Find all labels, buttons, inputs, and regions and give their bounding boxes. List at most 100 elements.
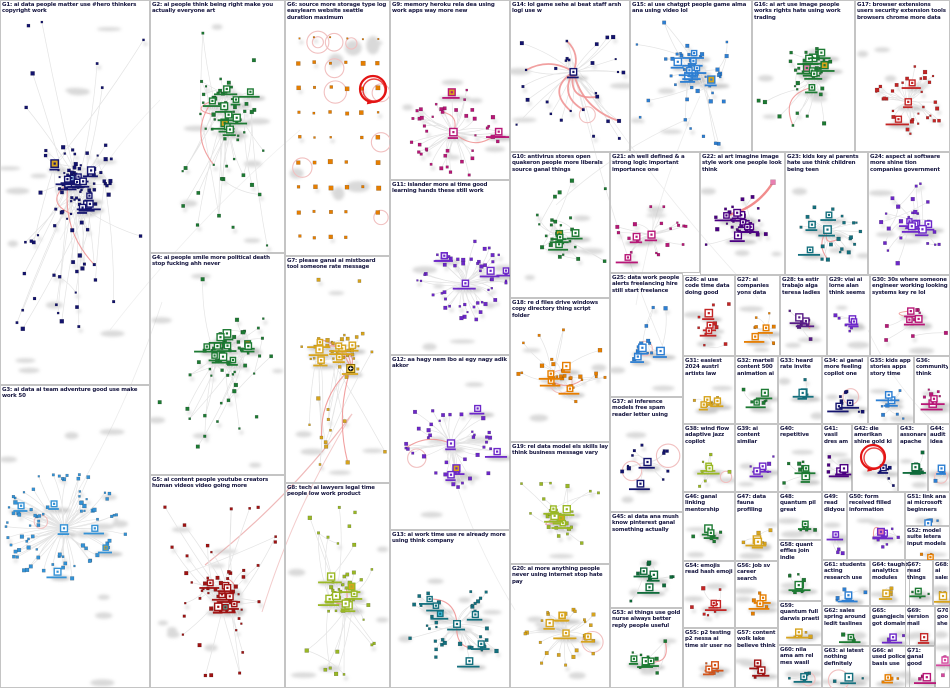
graph-node[interactable] <box>254 415 259 419</box>
graph-node[interactable] <box>426 436 430 440</box>
group-box-g51[interactable]: G51: link ana ai microsoft beginners <box>905 492 950 527</box>
graph-node[interactable] <box>426 428 431 433</box>
graph-node[interactable] <box>196 190 201 195</box>
graph-node[interactable] <box>328 666 332 670</box>
graph-node[interactable] <box>471 430 474 433</box>
graph-node[interactable] <box>15 321 19 325</box>
graph-node[interactable] <box>878 84 883 89</box>
graph-node[interactable] <box>882 96 887 101</box>
graph-node[interactable] <box>456 485 460 489</box>
graph-node[interactable] <box>203 413 207 418</box>
graph-node[interactable] <box>226 80 231 85</box>
graph-node[interactable] <box>92 263 96 267</box>
graph-node[interactable] <box>249 109 254 115</box>
graph-node[interactable] <box>569 216 573 220</box>
graph-node[interactable] <box>352 357 356 360</box>
group-box-g66[interactable]: G66: ai used police basis use being lab … <box>870 646 911 688</box>
graph-node[interactable] <box>635 43 639 46</box>
graph-node[interactable] <box>312 160 317 165</box>
graph-node[interactable] <box>714 215 718 220</box>
graph-node[interactable] <box>750 400 754 404</box>
graph-node[interactable] <box>798 467 803 472</box>
group-box-g18[interactable]: G18: re d files drive windows copy direc… <box>510 298 610 442</box>
graph-node[interactable] <box>860 409 865 414</box>
graph-node[interactable] <box>241 330 246 335</box>
graph-node[interactable] <box>93 278 98 282</box>
graph-node[interactable] <box>475 301 480 305</box>
graph-node[interactable] <box>762 99 768 105</box>
graph-node[interactable] <box>616 70 620 74</box>
graph-node[interactable] <box>92 507 97 513</box>
graph-node[interactable] <box>312 60 317 64</box>
graph-node[interactable] <box>17 512 22 517</box>
group-box-g71[interactable]: G71: ganal good work for knowledge bits <box>905 646 936 688</box>
graph-node[interactable] <box>922 75 927 80</box>
graph-node[interactable] <box>448 412 452 417</box>
graph-node[interactable] <box>219 401 223 405</box>
group-box-g17[interactable]: G17: browser extensions users security e… <box>855 0 950 152</box>
group-box-g42[interactable]: G42: die amerikan shine gold ki app ai e… <box>852 424 899 492</box>
group-box-g22[interactable]: G22: ai art imagine image style work one… <box>700 152 785 275</box>
graph-node[interactable] <box>82 503 87 509</box>
graph-node[interactable] <box>548 242 553 248</box>
graph-node[interactable] <box>70 228 75 233</box>
graph-node[interactable] <box>370 643 374 647</box>
graph-node[interactable] <box>539 482 543 486</box>
graph-node[interactable] <box>57 275 62 279</box>
graph-node[interactable] <box>464 113 469 118</box>
graph-node[interactable] <box>58 175 61 179</box>
graph-node[interactable] <box>296 85 301 91</box>
graph-node[interactable] <box>933 478 938 483</box>
graph-node[interactable] <box>661 478 665 481</box>
graph-node[interactable] <box>840 551 845 556</box>
group-box-g27[interactable]: G27: ai companies yons data importance d… <box>735 275 781 356</box>
graph-node[interactable] <box>203 673 208 678</box>
graph-node[interactable] <box>927 592 930 596</box>
graph-node[interactable] <box>190 581 194 584</box>
graph-node[interactable] <box>261 149 265 152</box>
graph-node[interactable] <box>273 540 278 544</box>
graph-node[interactable] <box>211 112 216 117</box>
graph-node[interactable] <box>6 521 9 524</box>
graph-node[interactable] <box>334 671 339 676</box>
graph-node[interactable] <box>580 378 584 382</box>
graph-node[interactable] <box>712 671 716 675</box>
graph-node[interactable] <box>922 105 925 109</box>
graph-node[interactable] <box>932 119 937 123</box>
graph-node[interactable] <box>610 34 616 40</box>
graph-node[interactable] <box>69 170 74 175</box>
graph-node[interactable] <box>51 473 55 477</box>
graph-node[interactable] <box>345 336 350 341</box>
graph-node[interactable] <box>375 134 381 140</box>
graph-node[interactable] <box>413 409 418 414</box>
graph-node[interactable] <box>244 101 249 106</box>
graph-node[interactable] <box>714 325 719 330</box>
graph-node[interactable] <box>451 482 456 487</box>
graph-node[interactable] <box>697 315 701 319</box>
graph-node[interactable] <box>377 38 380 41</box>
graph-node[interactable] <box>73 152 77 156</box>
graph-node[interactable] <box>200 277 205 282</box>
graph-node[interactable] <box>685 97 690 102</box>
graph-node[interactable] <box>67 168 71 173</box>
graph-node[interactable] <box>422 124 426 128</box>
graph-node[interactable] <box>345 572 350 577</box>
group-box-g38[interactable]: G38: wind flow adaptive jazz copilot aut… <box>683 424 736 492</box>
graph-node[interactable] <box>442 290 447 295</box>
graph-node[interactable] <box>361 185 365 189</box>
graph-node[interactable] <box>459 412 464 417</box>
group-box-g41[interactable]: G41: vasil dres am jil mais ki amp ali d… <box>822 424 853 492</box>
graph-node[interactable] <box>183 165 188 170</box>
graph-node[interactable] <box>226 576 230 581</box>
graph-node[interactable] <box>328 110 332 114</box>
graph-node[interactable] <box>76 476 81 481</box>
graph-node[interactable] <box>417 142 422 147</box>
graph-node[interactable] <box>884 338 888 342</box>
graph-node[interactable] <box>487 246 491 250</box>
graph-node[interactable] <box>316 396 321 401</box>
graph-node[interactable] <box>60 190 64 195</box>
graph-node[interactable] <box>475 599 481 604</box>
graph-node[interactable] <box>51 563 55 566</box>
graph-node[interactable] <box>682 68 686 72</box>
group-box-g21[interactable]: G21: ah well defined & a strong logic im… <box>610 152 700 273</box>
